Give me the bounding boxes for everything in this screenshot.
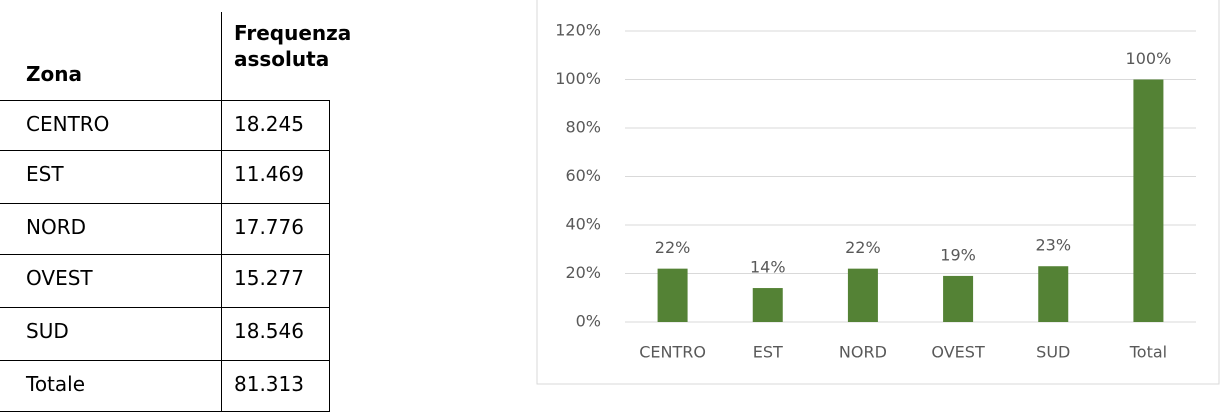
- bar: [1038, 266, 1069, 322]
- table-cell: 15.277: [234, 266, 304, 290]
- y-tick-label: 100%: [555, 69, 601, 88]
- table-cell: SUD: [26, 319, 69, 343]
- y-tick-label: 120%: [555, 21, 601, 40]
- table-cell: CENTRO: [26, 112, 110, 136]
- row-line: [0, 150, 330, 151]
- x-tick-label: NORD: [839, 343, 887, 362]
- data-label: 22%: [655, 238, 691, 257]
- table-cell: 11.469: [234, 162, 304, 186]
- bar: [943, 275, 974, 322]
- header-cell: Frequenza assoluta: [234, 21, 352, 71]
- y-tick-label: 20%: [565, 263, 601, 282]
- row-line: [0, 100, 330, 101]
- row-line: [0, 254, 330, 255]
- x-tick-label: SUD: [1036, 343, 1070, 362]
- table-cell: NORD: [26, 215, 86, 239]
- x-tick-label: CENTRO: [639, 343, 706, 362]
- x-tick-label: OVEST: [931, 343, 985, 362]
- bar: [657, 268, 688, 322]
- column-divider: [221, 12, 222, 412]
- x-tick-label: EST: [753, 343, 783, 362]
- y-tick-label: 60%: [565, 166, 601, 185]
- x-tick-label: Total: [1129, 343, 1167, 362]
- data-label: 100%: [1126, 49, 1172, 68]
- table-cell: 81.313: [234, 372, 304, 396]
- table-cell: Totale: [26, 372, 86, 396]
- data-label: 19%: [940, 245, 976, 264]
- bar: [847, 268, 878, 322]
- table-cell: 18.546: [234, 319, 304, 343]
- table-cell: OVEST: [26, 266, 93, 290]
- y-tick-label: 80%: [565, 118, 601, 137]
- table-cell: 18.245: [234, 112, 304, 136]
- chart-frame: [536, 0, 1220, 385]
- bar: [752, 288, 783, 322]
- row-line: [0, 307, 330, 308]
- row-line: [0, 360, 330, 361]
- data-label: 14%: [750, 258, 786, 277]
- row-line: [0, 203, 330, 204]
- table-cell: EST: [26, 162, 64, 186]
- table-left-border: [329, 100, 330, 412]
- table-cell: 17.776: [234, 215, 304, 239]
- y-tick-label: 0%: [576, 312, 601, 331]
- y-tick-label: 40%: [565, 215, 601, 234]
- data-label: 22%: [845, 238, 881, 257]
- data-label: 23%: [1035, 236, 1071, 255]
- header-cell: Zona: [26, 62, 82, 86]
- bar: [1133, 79, 1164, 322]
